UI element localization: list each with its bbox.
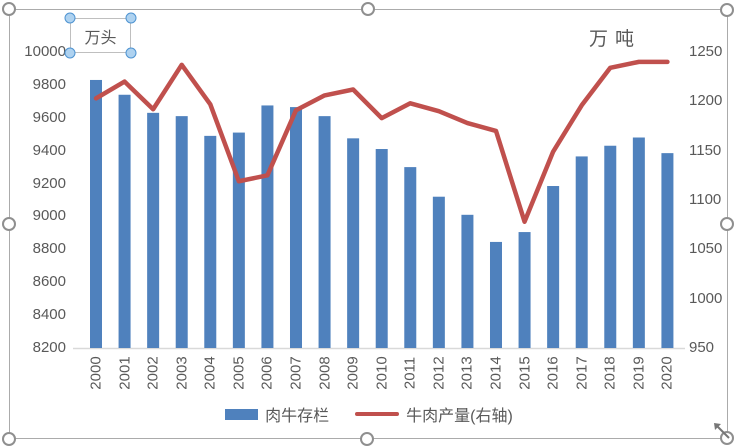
bar-2005[interactable] [232, 132, 245, 348]
x-axis-tick: 2010 [373, 356, 391, 390]
bar-2004[interactable] [204, 135, 217, 348]
bar-2008[interactable] [318, 116, 331, 348]
selection-handle-middle-left[interactable] [2, 217, 16, 231]
right-axis-tick: 1150 [689, 141, 722, 159]
bar-2007[interactable] [289, 107, 302, 348]
legend-item-bars[interactable]: 肉牛存栏 [225, 402, 329, 426]
resize-cursor-icon [714, 423, 730, 439]
legend-line-swatch [355, 412, 400, 416]
left-axis-tick: 9000 [32, 207, 66, 225]
textbox-handle-top-right[interactable] [125, 12, 137, 24]
bar-2019[interactable] [632, 137, 645, 348]
selection-handle-middle-right[interactable] [720, 217, 734, 231]
x-axis-tick: 2011 [401, 356, 419, 390]
left-axis-tick: 10000 [24, 43, 66, 60]
bar-2003[interactable] [175, 116, 188, 348]
right-axis-tick: 1000 [689, 289, 723, 307]
right-axis-tick: 950 [689, 339, 715, 356]
x-axis-tick: 2008 [316, 356, 334, 390]
right-axis-tick: 1050 [689, 240, 723, 258]
bar-2020[interactable] [661, 153, 674, 348]
bar-2016[interactable] [547, 186, 560, 348]
textbox-handle-bottom-right[interactable] [125, 47, 137, 59]
bar-2010[interactable] [375, 149, 388, 348]
chart-legend: 肉牛存栏 牛肉产量(右轴) [0, 402, 738, 426]
left-axis-tick: 9400 [32, 141, 66, 159]
x-axis-tick: 2006 [258, 356, 276, 390]
x-axis-tick: 2017 [573, 356, 591, 390]
left-axis-tick: 8200 [32, 339, 66, 356]
bar-2017[interactable] [575, 156, 588, 348]
selection-handle-bottom-right[interactable] [720, 431, 734, 445]
x-axis-tick: 2019 [630, 356, 648, 390]
x-axis-tick: 2003 [173, 356, 191, 390]
left-axis-tick: 9200 [32, 174, 66, 192]
x-axis-tick: 2005 [230, 356, 248, 390]
bar-series[interactable] [90, 79, 674, 348]
x-axis-tick: 2001 [116, 356, 134, 390]
textbox-handle-bottom-left[interactable] [64, 47, 76, 59]
line-series[interactable] [93, 59, 670, 224]
x-axis-tick: 2002 [144, 356, 162, 390]
bar-2018[interactable] [604, 145, 617, 348]
bar-2013[interactable] [461, 214, 474, 348]
right-axis-tick: 1250 [689, 43, 723, 60]
right-unit-label[interactable]: 万吨 [589, 29, 642, 50]
x-axis-tick: 2009 [344, 356, 362, 390]
right-axis-tick: 1200 [689, 92, 723, 110]
x-axis-tick: 2018 [601, 356, 619, 390]
left-axis-tick: 9600 [32, 108, 66, 126]
left-unit-label: 万头 [84, 29, 117, 47]
left-unit-textbox[interactable]: 万头 [70, 18, 131, 53]
x-axis-tick: 2012 [430, 356, 448, 390]
legend-bar-label: 肉牛存栏 [265, 408, 330, 425]
legend-line-label: 牛肉产量(右轴) [406, 408, 513, 425]
x-axis-tick: 2020 [658, 356, 676, 390]
x-axis-tick: 2007 [287, 356, 305, 390]
bar-2015[interactable] [518, 232, 531, 348]
left-axis-tick: 9800 [32, 75, 66, 93]
bar-2012[interactable] [432, 196, 445, 348]
left-axis-tick: 8600 [32, 273, 66, 291]
left-axis-tick: 8800 [32, 240, 66, 258]
textbox-handle-top-left[interactable] [64, 12, 76, 24]
selection-handle-bottom-center[interactable] [360, 432, 374, 446]
bar-2001[interactable] [118, 94, 131, 348]
selection-handle-top-left[interactable] [2, 2, 16, 16]
x-axis-tick: 2014 [487, 356, 505, 390]
bar-2014[interactable] [489, 241, 502, 348]
x-axis-tick: 2000 [87, 356, 105, 390]
bar-2000[interactable] [90, 79, 102, 348]
left-axis-tick: 8400 [32, 306, 66, 324]
legend-item-line[interactable]: 牛肉产量(右轴) [355, 402, 513, 426]
x-axis-tick: 2004 [201, 356, 219, 390]
x-axis-tick: 2013 [458, 356, 476, 390]
legend-bar-swatch [225, 408, 259, 420]
selection-handle-top-center[interactable] [361, 2, 375, 16]
bar-2006[interactable] [261, 105, 274, 348]
bar-2009[interactable] [347, 138, 360, 348]
selection-handle-top-right[interactable] [720, 3, 734, 17]
right-axis-tick: 1100 [689, 191, 722, 208]
x-axis-tick: 2015 [516, 356, 534, 390]
bar-2011[interactable] [404, 167, 417, 348]
bar-2002[interactable] [147, 112, 160, 348]
x-axis-tick: 2016 [544, 356, 562, 390]
selection-handle-bottom-left[interactable] [2, 432, 16, 446]
